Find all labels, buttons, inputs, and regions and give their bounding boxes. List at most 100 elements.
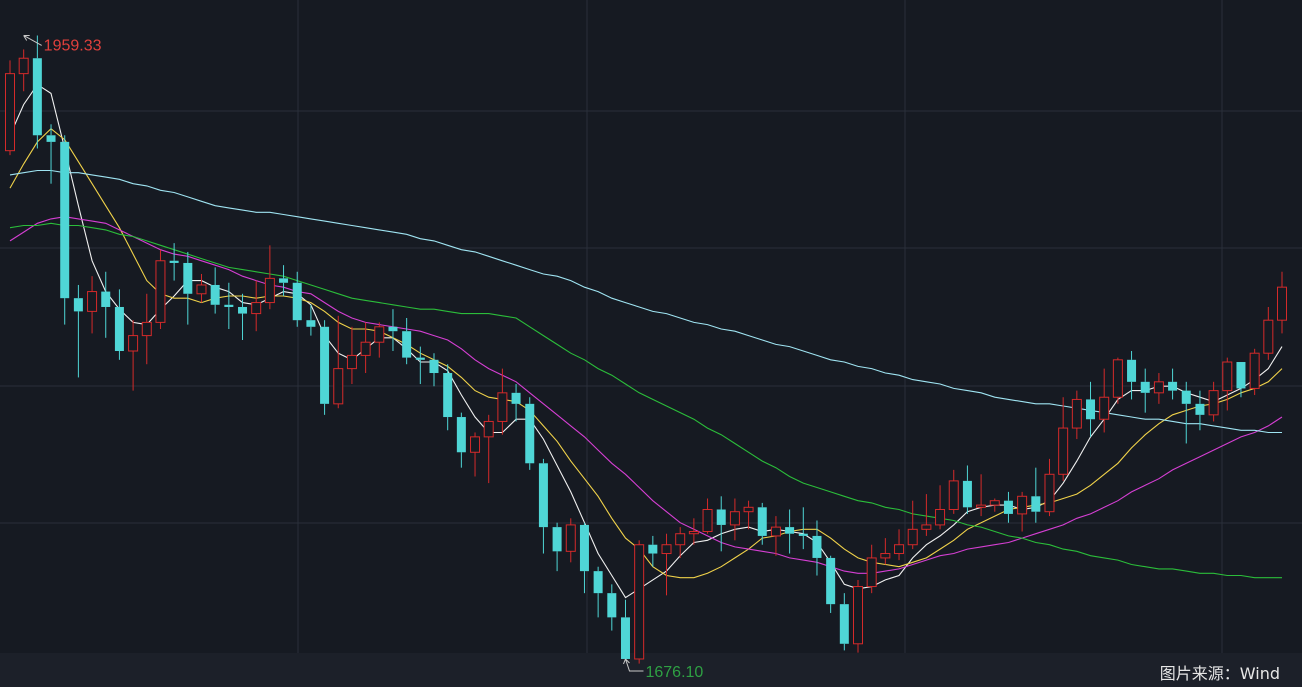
candle-body: [579, 524, 589, 572]
candle-body: [688, 531, 699, 535]
candle-body: [839, 604, 849, 644]
candle-body: [552, 527, 562, 552]
candle-body: [826, 557, 836, 605]
candle-body: [169, 260, 179, 263]
candle: [853, 579, 863, 653]
candle: [251, 280, 262, 332]
candle-body: [1099, 396, 1110, 420]
candle: [989, 498, 1000, 512]
candle-body: [388, 326, 398, 332]
candle: [511, 384, 521, 422]
candle: [114, 289, 124, 360]
candle: [238, 293, 248, 340]
candle-body: [1249, 352, 1260, 389]
candle-body: [292, 282, 302, 321]
candle: [688, 518, 699, 545]
candle-body: [238, 306, 248, 314]
moving-average-line-5: [9, 169, 1282, 434]
candle-body: [770, 526, 781, 537]
candle-body: [565, 524, 576, 552]
candle: [1071, 390, 1082, 440]
candle: [866, 544, 877, 594]
candle: [1112, 357, 1123, 404]
candle: [634, 540, 645, 664]
candle-body: [429, 359, 439, 374]
candle-body: [73, 298, 83, 312]
candle: [429, 353, 439, 387]
candle-body: [456, 417, 466, 453]
candle-body: [935, 509, 946, 526]
candle-body: [1236, 362, 1246, 389]
candle: [1236, 362, 1246, 398]
candle-body: [101, 291, 111, 307]
candle-body: [374, 326, 385, 343]
candle-body: [251, 302, 262, 315]
candle: [87, 276, 98, 334]
candle: [921, 494, 932, 536]
candle-body: [1168, 381, 1178, 391]
candle-body: [675, 533, 686, 546]
candle: [101, 271, 111, 338]
candle-body: [785, 527, 795, 534]
price-annotations: 1959.33 1676.10: [23, 34, 703, 681]
candle: [976, 474, 987, 517]
candle: [18, 49, 29, 92]
candles: [5, 35, 1287, 664]
candle: [183, 251, 193, 325]
candle-body: [716, 509, 726, 525]
annotation-arrow: [623, 658, 644, 672]
candle-body: [511, 392, 521, 404]
candle: [935, 485, 946, 530]
candle: [785, 509, 795, 554]
candle-body: [32, 58, 42, 136]
candle-body: [306, 320, 316, 327]
candle: [702, 498, 713, 534]
candle: [128, 320, 139, 391]
candle-body: [497, 392, 508, 422]
candle: [224, 282, 234, 329]
candle-body: [620, 617, 630, 659]
candle-body: [5, 73, 15, 152]
candle: [456, 412, 466, 468]
candle-body: [593, 571, 603, 594]
candle-body: [210, 284, 220, 305]
candle: [306, 304, 316, 336]
candle-body: [264, 277, 275, 304]
candle: [388, 309, 398, 352]
candle: [155, 249, 166, 329]
moving-average-line-4: [9, 222, 1282, 579]
candle-body: [470, 436, 481, 453]
candle-body: [634, 544, 645, 660]
candle-body: [1071, 398, 1082, 429]
candle-body: [1153, 381, 1164, 394]
candle: [497, 368, 508, 435]
candle: [538, 458, 548, 554]
moving-average-line-3: [9, 216, 1283, 574]
candle: [443, 364, 453, 431]
candle-body: [1222, 361, 1233, 392]
candle-body: [1195, 403, 1205, 415]
candle-body: [60, 141, 70, 299]
candle: [757, 502, 767, 545]
candle-body: [538, 463, 548, 528]
candle: [60, 135, 70, 325]
candle-body: [1044, 473, 1055, 513]
candle: [141, 293, 152, 365]
candle: [32, 35, 42, 149]
candle-body: [907, 528, 918, 546]
candle-body: [128, 335, 139, 352]
candle-body: [648, 544, 658, 554]
candle: [5, 60, 15, 156]
candle-body: [46, 135, 56, 142]
candle-body: [18, 57, 29, 75]
candle-body: [1127, 359, 1137, 382]
candle-body: [853, 586, 863, 645]
annotation-arrow: [23, 34, 42, 46]
candle-body: [757, 507, 767, 536]
candle-body: [155, 260, 166, 323]
candle: [675, 527, 686, 558]
candle: [962, 465, 972, 514]
candle-body: [976, 504, 987, 508]
candle: [1208, 381, 1219, 422]
